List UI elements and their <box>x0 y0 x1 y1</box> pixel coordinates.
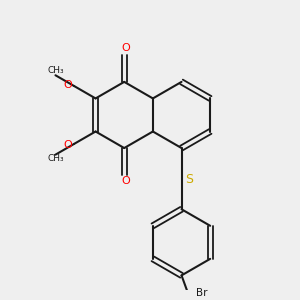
Text: Br: Br <box>196 288 208 298</box>
Text: O: O <box>121 44 130 53</box>
Text: CH₃: CH₃ <box>47 67 64 76</box>
Text: O: O <box>63 140 72 150</box>
Text: CH₃: CH₃ <box>47 154 64 164</box>
Text: O: O <box>121 176 130 187</box>
Text: O: O <box>63 80 72 90</box>
Text: S: S <box>186 173 194 186</box>
